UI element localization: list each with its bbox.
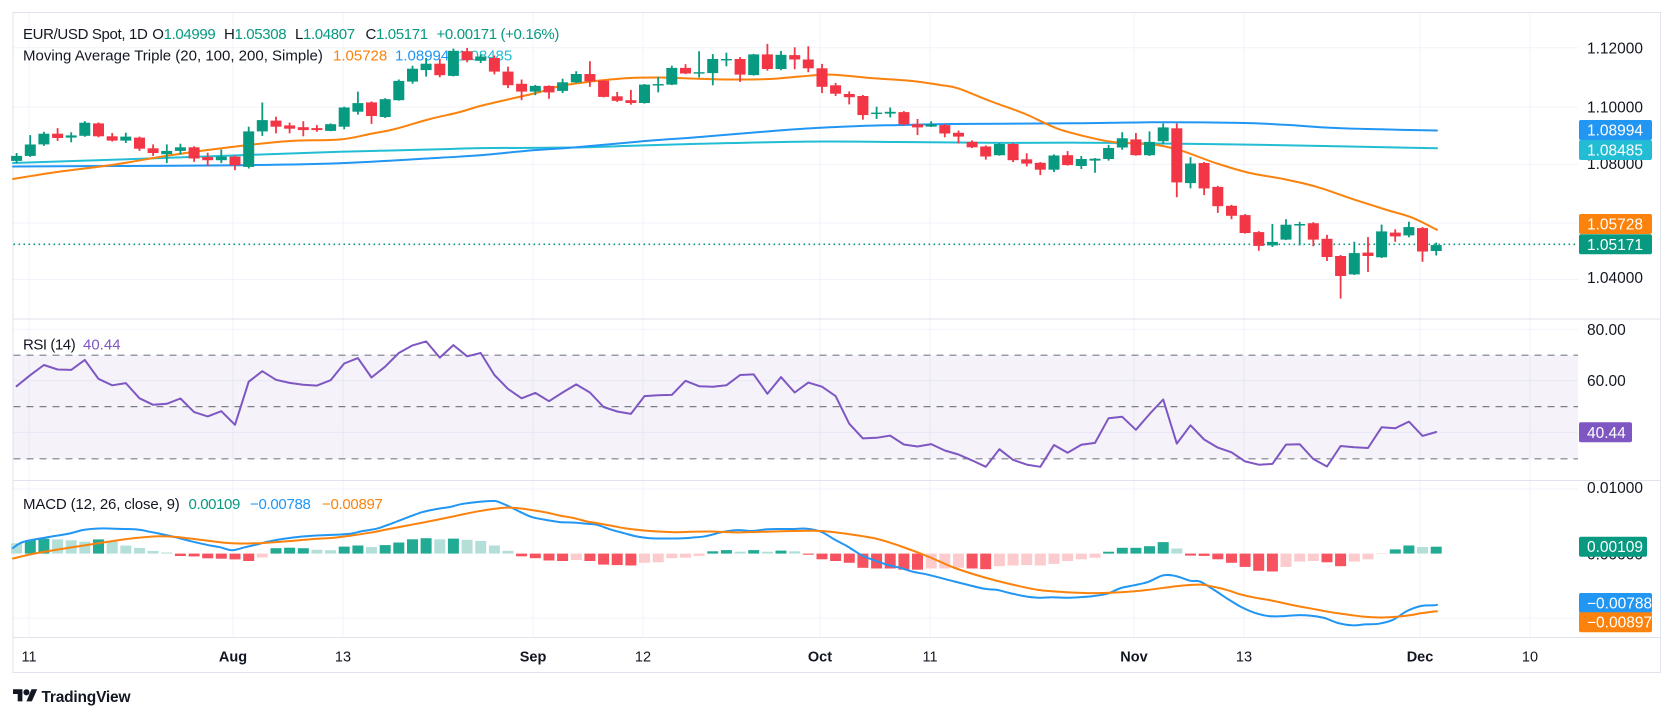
svg-text:11: 11 <box>922 650 937 666</box>
svg-text:H1.05308: H1.05308 <box>224 26 286 43</box>
svg-text:O1.04999: O1.04999 <box>152 26 215 43</box>
svg-text:1.12000: 1.12000 <box>1587 40 1643 57</box>
svg-text:40.44: 40.44 <box>83 337 121 354</box>
svg-text:1.08485: 1.08485 <box>1587 143 1643 160</box>
svg-text:−0.00788: −0.00788 <box>250 496 311 513</box>
svg-text:RSI (14): RSI (14) <box>23 337 76 354</box>
svg-text:Aug: Aug <box>219 650 247 666</box>
svg-text:13: 13 <box>335 650 351 666</box>
svg-text:C1.05171: C1.05171 <box>366 26 428 43</box>
svg-text:Sep: Sep <box>520 650 547 666</box>
svg-text:80.00: 80.00 <box>1587 322 1626 339</box>
svg-text:−0.00788: −0.00788 <box>1587 596 1652 613</box>
svg-text:Oct: Oct <box>808 650 832 666</box>
svg-text:1.08994: 1.08994 <box>395 47 449 64</box>
svg-text:13: 13 <box>1236 650 1252 666</box>
svg-text:10: 10 <box>1522 650 1538 666</box>
svg-text:1.05728: 1.05728 <box>333 47 387 64</box>
svg-text:+0.00171 (+0.16%): +0.00171 (+0.16%) <box>437 26 560 43</box>
svg-text:1.04000: 1.04000 <box>1587 270 1643 287</box>
svg-text:0.00109: 0.00109 <box>189 496 240 513</box>
svg-text:11: 11 <box>21 650 36 666</box>
svg-text:MACD (12, 26, close, 9): MACD (12, 26, close, 9) <box>23 496 180 513</box>
svg-text:−0.00897: −0.00897 <box>1587 615 1652 632</box>
svg-text:EUR/USD Spot, 1D: EUR/USD Spot, 1D <box>23 26 148 43</box>
svg-text:1.08994: 1.08994 <box>1587 123 1643 140</box>
svg-text:1.05171: 1.05171 <box>1587 237 1643 254</box>
svg-text:L1.04807: L1.04807 <box>295 26 355 43</box>
svg-text:1.10000: 1.10000 <box>1587 99 1643 116</box>
svg-text:40.44: 40.44 <box>1587 425 1626 442</box>
svg-text:0.00109: 0.00109 <box>1587 539 1643 556</box>
svg-text:−0.00897: −0.00897 <box>322 496 383 513</box>
svg-text:1.05728: 1.05728 <box>1587 217 1643 234</box>
svg-text:Nov: Nov <box>1120 650 1147 666</box>
svg-text:TradingView: TradingView <box>42 689 132 706</box>
svg-text:12: 12 <box>635 650 651 666</box>
svg-text:0.01000: 0.01000 <box>1587 480 1643 497</box>
svg-text:1.08000: 1.08000 <box>1587 156 1643 173</box>
svg-text:Dec: Dec <box>1407 650 1434 666</box>
svg-text:60.00: 60.00 <box>1587 373 1626 390</box>
svg-text:Moving Average Triple (20, 100: Moving Average Triple (20, 100, 200, Sim… <box>23 47 323 64</box>
